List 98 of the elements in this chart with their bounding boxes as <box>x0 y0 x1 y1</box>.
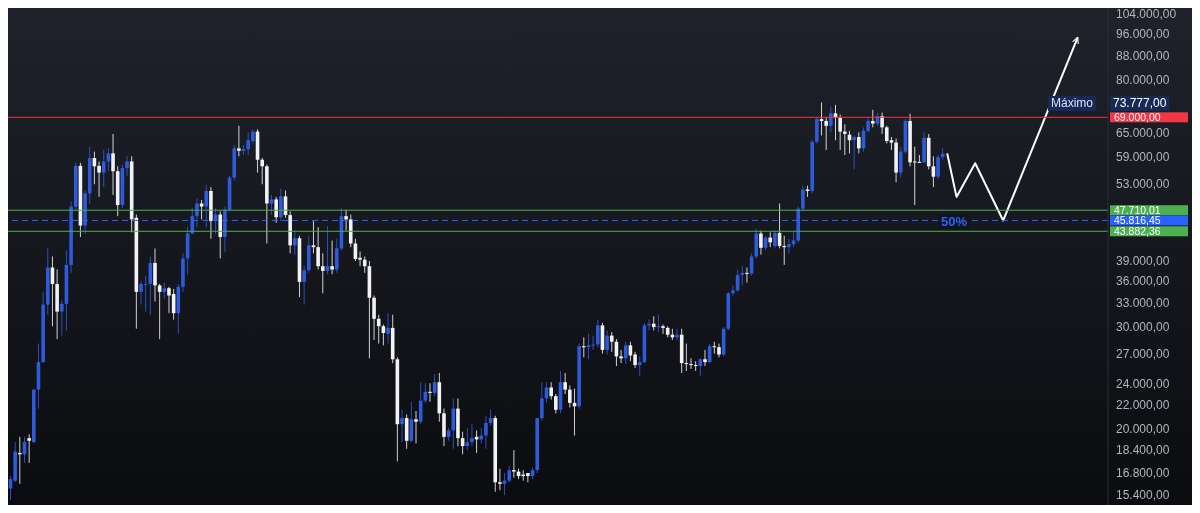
candlestick <box>852 134 856 170</box>
candlestick <box>274 196 278 224</box>
candlestick <box>157 283 162 340</box>
candlestick <box>484 415 488 450</box>
y-tick-label: 16.800,00 <box>1116 466 1170 481</box>
candlestick <box>125 155 129 177</box>
candlestick <box>661 324 665 335</box>
candlestick <box>554 393 558 414</box>
candlestick <box>936 154 940 180</box>
candlestick <box>619 349 623 364</box>
candlestick <box>857 131 861 154</box>
candlestick <box>824 117 828 151</box>
candlestick <box>101 149 106 188</box>
y-tick-label: 20.000,00 <box>1116 422 1170 437</box>
ref-line-label: 45.816,45 <box>1114 214 1161 227</box>
candlestick <box>442 408 446 447</box>
y-tick-label: 15.400,00 <box>1116 488 1170 503</box>
candlestick <box>745 267 749 284</box>
y-tick-label: 96.000,00 <box>1116 27 1170 42</box>
y-tick-label: 24.000,00 <box>1116 376 1170 391</box>
candlestick <box>195 197 199 228</box>
candlestick <box>316 226 320 271</box>
candlestick <box>623 341 628 365</box>
candlestick <box>260 157 264 185</box>
y-tick-label: 104.000,00 <box>1116 7 1177 22</box>
candlestick <box>451 397 456 450</box>
candlestick <box>731 284 735 297</box>
candlestick <box>190 207 195 235</box>
candlestick <box>293 230 297 256</box>
candlestick <box>829 106 833 133</box>
y-tick-label: 88.000,00 <box>1116 49 1170 64</box>
candlestick <box>568 384 572 408</box>
candlestick <box>414 410 418 444</box>
candlestick <box>269 194 274 216</box>
candlestick <box>334 238 339 274</box>
candlestick <box>595 319 600 348</box>
y-tick-label: 27.000,00 <box>1116 346 1170 361</box>
candlestick <box>465 427 470 451</box>
candlestick <box>470 423 474 447</box>
candlestick <box>498 468 502 491</box>
candlestick <box>139 280 143 306</box>
candlestick <box>880 112 884 135</box>
y-tick-label: 59.000,00 <box>1116 150 1170 164</box>
candlestick <box>330 240 334 275</box>
candlestick <box>782 235 787 266</box>
candlestick <box>605 329 609 356</box>
y-tick-label: 18.400,00 <box>1116 443 1170 458</box>
candlestick <box>609 331 614 353</box>
y-tick-label: 39.000,00 <box>1116 254 1170 269</box>
candlestick <box>279 188 283 222</box>
candlestick <box>512 449 516 479</box>
candlestick <box>754 228 759 259</box>
y-tick-label: 30.000,00 <box>1116 320 1170 335</box>
y-tick-label: 65.000,00 <box>1116 125 1170 140</box>
candlestick <box>801 185 805 212</box>
y-tick-label: 80.000,00 <box>1116 73 1170 88</box>
candlestick <box>372 295 376 341</box>
ref-line-label: 47.710,01 <box>1114 204 1161 217</box>
candlestick <box>111 133 115 196</box>
ref-line-label: 43.882,36 <box>1114 225 1161 238</box>
candlestick <box>703 349 707 367</box>
candlestick <box>59 299 64 337</box>
annotation: Máximo <box>1048 96 1097 111</box>
candlestick <box>843 123 847 156</box>
candlestick <box>759 230 763 256</box>
y-tick-label: 53.000,00 <box>1116 177 1170 191</box>
candlestick <box>787 238 791 254</box>
candlestick <box>563 372 567 395</box>
ref-line-label: 69.000,00 <box>1114 111 1161 124</box>
candlestick <box>344 209 348 232</box>
candlestick <box>740 265 745 286</box>
candlestick <box>153 247 157 303</box>
candlestick <box>898 146 903 179</box>
candlestick <box>27 433 31 464</box>
candlestick <box>376 314 381 345</box>
annotation: 50% <box>938 214 971 229</box>
candlestick <box>302 265 306 306</box>
candlestick <box>400 409 404 443</box>
candlestick <box>637 355 642 377</box>
candlestick <box>237 125 241 157</box>
y-tick-label: 22.000,00 <box>1116 398 1170 413</box>
candlestick <box>97 160 101 198</box>
candlestick <box>815 117 819 144</box>
candlestick <box>167 286 171 314</box>
candlestick <box>320 252 325 294</box>
y-tick-label: 36.000,00 <box>1116 274 1170 289</box>
candlestick <box>428 382 432 403</box>
text: 73.777,00 <box>1110 96 1170 111</box>
candlestick <box>246 131 251 156</box>
candlestick <box>386 312 390 345</box>
y-tick-label: 33.000,00 <box>1116 296 1170 311</box>
candlestick <box>582 336 586 358</box>
candlestick <box>689 357 693 370</box>
candlestick <box>838 113 842 151</box>
candlestick <box>540 381 544 422</box>
candlestick <box>218 210 223 259</box>
candlestick <box>204 184 209 228</box>
candlestick <box>591 335 595 351</box>
